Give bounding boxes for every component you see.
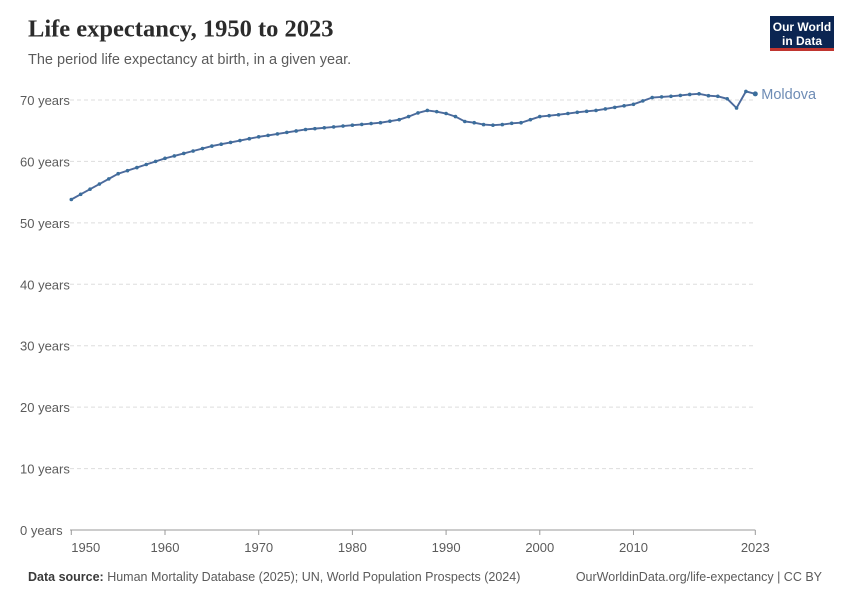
svg-text:70 years: 70 years <box>20 93 70 108</box>
svg-text:Moldova: Moldova <box>761 87 817 103</box>
svg-text:2023: 2023 <box>741 540 770 555</box>
svg-text:0 years: 0 years <box>20 523 63 538</box>
svg-text:2010: 2010 <box>619 540 648 555</box>
svg-text:1990: 1990 <box>432 540 461 555</box>
svg-text:30 years: 30 years <box>20 339 70 354</box>
svg-text:1950: 1950 <box>71 540 100 555</box>
svg-text:40 years: 40 years <box>20 277 70 292</box>
svg-text:20 years: 20 years <box>20 400 70 415</box>
svg-text:1980: 1980 <box>338 540 367 555</box>
svg-text:10 years: 10 years <box>20 462 70 477</box>
svg-text:1960: 1960 <box>151 540 180 555</box>
svg-text:2000: 2000 <box>525 540 554 555</box>
svg-text:1970: 1970 <box>244 540 273 555</box>
svg-text:50 years: 50 years <box>20 216 70 231</box>
svg-text:60 years: 60 years <box>20 154 70 169</box>
